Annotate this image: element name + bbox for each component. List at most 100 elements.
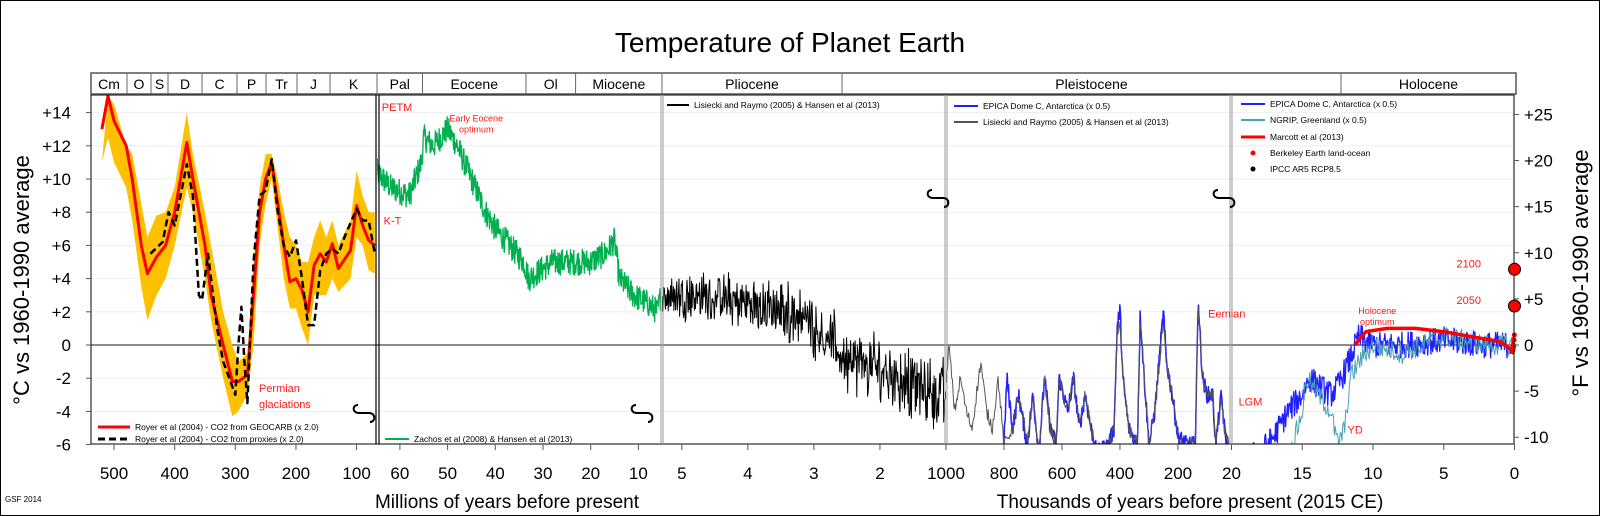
legend-label: Lisiecki and Raymo (2005) & Hansen et al… (694, 100, 880, 110)
annotation-label: Early Eocene (449, 114, 503, 124)
period-label-tr: Tr (275, 76, 288, 92)
legend-label: EPICA Dome C, Antarctica (x 0.5) (983, 101, 1110, 111)
projection-year-label: 2100 (1457, 258, 1481, 270)
x-tick-label: 5 (1439, 464, 1448, 483)
x-tick-label: 30 (534, 464, 553, 483)
uncertainty-bands (101, 96, 375, 417)
period-header-bar (90, 72, 1517, 95)
period-header: Cm O S D C P Tr J K Pal Eocene Ol Miocene Pliocene Ple… (90, 72, 1517, 95)
annotation-label: optimum (459, 125, 494, 135)
annotation-label: optimum (1360, 317, 1395, 327)
x-tick-label: 10 (1364, 464, 1383, 483)
x-tick-label: 10 (629, 464, 648, 483)
x-tick-label: 400 (160, 464, 188, 483)
y-right-tick-label: 0 (1524, 336, 1533, 355)
annotation-label: YD (1348, 425, 1363, 437)
y-tick-label: +6 (52, 236, 71, 255)
period-label-ol: Ol (544, 76, 558, 92)
period-label-miocene: Miocene (592, 76, 645, 92)
footer-credit: GSF 2014 (5, 495, 42, 504)
legend-marker (1250, 150, 1256, 156)
x-tick-label: 60 (390, 464, 409, 483)
period-label-pal: Pal (390, 76, 410, 92)
x-tick-label: 4 (743, 464, 752, 483)
y-tick-label: -4 (56, 402, 71, 421)
series-line (946, 307, 1230, 444)
series-line (377, 116, 662, 323)
annotation-label: Permian (259, 383, 300, 395)
chart-title: Temperature of Planet Earth (615, 27, 965, 58)
period-label-d: D (180, 76, 190, 92)
period-label-eocene: Eocene (451, 76, 499, 92)
series-line (662, 272, 946, 430)
x-tick-label: 400 (1106, 464, 1134, 483)
axis-break-icon (352, 189, 1236, 423)
x-tick-label: 50 (438, 464, 457, 483)
period-label-o: O (134, 76, 145, 92)
legend-label: Royer et al (2004) - CO2 from GEOCARB (x… (135, 422, 319, 432)
period-label-cm: Cm (98, 76, 120, 92)
x-tick-label: 200 (1164, 464, 1192, 483)
series-line (149, 157, 376, 405)
y-right-tick-label: +20 (1524, 152, 1553, 171)
annotation-label: PETM (382, 102, 413, 114)
period-label-k: K (349, 76, 359, 92)
legend-label: Berkeley Earth land-ocean (1270, 148, 1370, 158)
x-tick-label: 20 (1222, 464, 1241, 483)
x-tick-label: 2 (875, 464, 884, 483)
x-tick-label: 0 (1510, 464, 1519, 483)
annotation-label: Eemian (1208, 308, 1245, 320)
x-tick-label: 1000 (927, 464, 965, 483)
series-line (100, 95, 376, 383)
period-label-s: S (155, 76, 164, 92)
series-line (1246, 324, 1515, 444)
period-label-holocene: Holocene (1399, 76, 1458, 92)
legend-label: Royer et al (2004) - CO2 from proxies (x… (135, 434, 304, 444)
x-tick-label: 5 (677, 464, 686, 483)
period-label-pliocene: Pliocene (725, 76, 779, 92)
x-axis-title-thousands: Thousands of years before present (2015 … (997, 492, 1384, 513)
legend-label: Marcott et al (2013) (1270, 132, 1344, 142)
y-tick-label: +4 (52, 270, 71, 289)
y-tick-label: +14 (42, 104, 71, 123)
legend-label: Zachos et al (2008) & Hansen et al (2013… (414, 434, 572, 444)
y-tick-label: 0 (62, 336, 71, 355)
x-tick-label: 800 (990, 464, 1018, 483)
legend-label: IPCC AR5 RCP8.5 (1270, 164, 1341, 174)
y-tick-label: +8 (52, 203, 71, 222)
uncertainty-band (101, 96, 375, 417)
y-right-tick-label: -5 (1524, 382, 1539, 401)
y-right-tick-label: +25 (1524, 105, 1553, 124)
ipcc-projection-marker (1508, 299, 1521, 313)
y-tick-label: -6 (56, 436, 71, 455)
y-tick-label: +10 (42, 170, 71, 189)
annotation-label: K-T (384, 216, 402, 228)
annotation-label: glaciations (259, 399, 311, 411)
projection-year-label: 2050 (1457, 295, 1481, 307)
annotation-label: LGM (1239, 396, 1263, 408)
legend-label: NGRIP, Greenland (x 0.5) (1270, 115, 1367, 125)
legend-label: Lisiecki and Raymo (2005) & Hansen et al… (983, 117, 1169, 127)
x-tick-label: 40 (486, 464, 505, 483)
period-label-c: C (214, 76, 224, 92)
panel-frames (90, 94, 1515, 445)
axes: +14+12+10+8+6+4+20-2-4-6+25+20+15+10+50-… (42, 104, 1553, 483)
x-tick-label: 15 (1293, 464, 1312, 483)
y-tick-label: -2 (56, 369, 71, 388)
y-axis-left-title: °C vs 1960-1990 average (9, 155, 34, 405)
legends: Royer et al (2004) - CO2 from GEOCARB (x… (98, 99, 1397, 444)
x-tick-label: 3 (809, 464, 818, 483)
x-tick-label: 600 (1048, 464, 1076, 483)
x-axis-title-millions: Millions of years before present (375, 492, 640, 513)
x-tick-label: 100 (342, 464, 370, 483)
ipcc-projection-marker (1508, 262, 1521, 276)
y-right-tick-label: +15 (1524, 198, 1553, 217)
x-tick-label: 500 (100, 464, 128, 483)
legend-label: EPICA Dome C, Antarctica (x 0.5) (1270, 99, 1397, 109)
annotation-label: Holocene (1358, 306, 1396, 316)
y-right-tick-label: -10 (1524, 428, 1549, 447)
series-line (1291, 327, 1515, 444)
x-tick-label: 200 (282, 464, 310, 483)
period-label-pleistocene: Pleistocene (1055, 76, 1128, 92)
